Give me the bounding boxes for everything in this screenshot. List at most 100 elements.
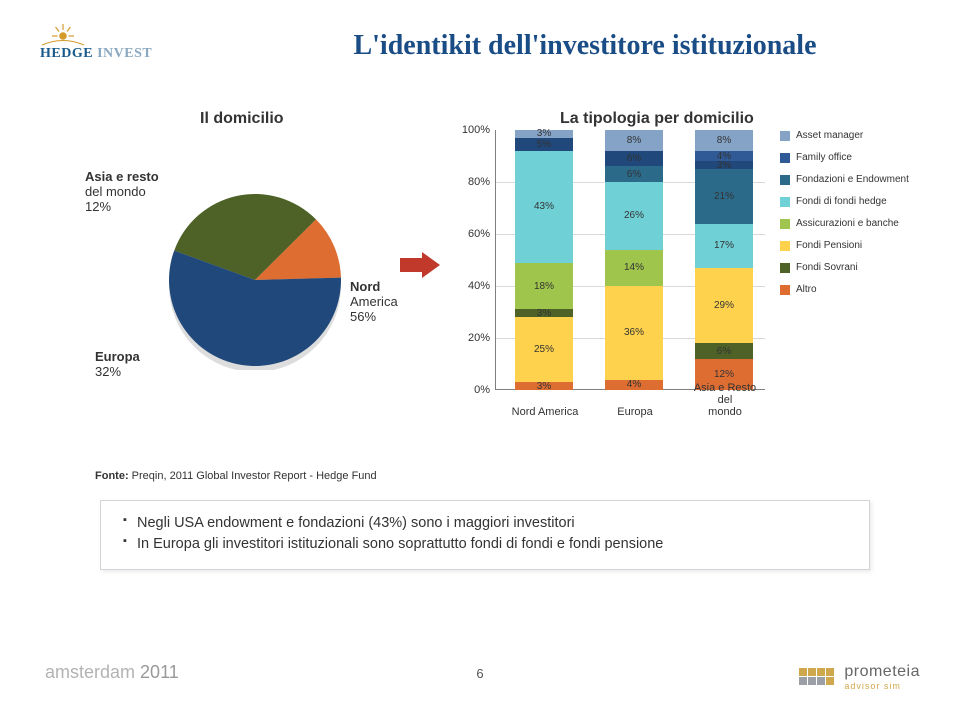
bar-segment-value: 43% [534,201,554,212]
bar-segment-value: 29% [714,300,734,311]
bar-segment: 43% [515,151,573,263]
pie-slice-label: NordAmerica56% [350,280,398,325]
prometeia-grid-cell [799,677,807,685]
bar-segment-value: 12% [714,369,734,380]
footer-year: 2011 [140,662,179,682]
y-tick-label: 60% [450,228,490,240]
bar-segment: 3% [695,161,753,169]
bar-segment: 17% [695,224,753,268]
pie-chart: Europa32%Asia e restodel mondo12%NordAme… [95,150,415,410]
y-tick-label: 40% [450,280,490,292]
bar-segment: 26% [605,182,663,250]
bar-segment-value: 36% [624,327,644,338]
bar-segment-value: 14% [624,262,644,273]
bar-segment: 25% [515,317,573,382]
legend-swatch [780,131,790,141]
legend-item: Fondi Sovrani [780,262,920,274]
legend-item: Asset manager [780,130,920,142]
bar-column: 3%25%3%18%43%5%3% [515,130,573,390]
bar-segment: 4% [695,151,753,161]
bar-segment-value: 4% [627,379,641,390]
legend-swatch [780,175,790,185]
prometeia-subtitle: advisor sim [844,681,920,691]
bar-segment: 3% [515,309,573,317]
subtitle-domicilio: Il domicilio [200,110,284,128]
hedge-invest-logo: HEDGE INVEST [40,22,152,62]
bar-segment: 6% [695,343,753,359]
x-tick-label: Nord America [505,406,585,418]
slide-root: HEDGE INVEST L'identikit dell'investitor… [0,0,960,709]
bar-column: 12%6%29%17%21%3%4%8% [695,130,753,390]
bar-segment: 14% [605,250,663,286]
legend-swatch [780,197,790,207]
legend-swatch [780,241,790,251]
bar-segment-value: 8% [627,135,641,146]
legend-swatch [780,219,790,229]
key-points-box: Negli USA endowment e fondazioni (43%) s… [100,500,870,570]
legend-label: Fondi Sovrani [796,262,858,274]
footer-event-name: amsterdam [45,662,135,682]
pie-svg [165,190,345,370]
bar-segment-value: 6% [627,153,641,164]
pie-wrap [165,190,345,370]
hedge-invest-wordmark: HEDGE INVEST [40,46,152,62]
y-tick-label: 80% [450,176,490,188]
legend-item: Assicurazioni e banche [780,218,920,230]
bar-segment: 29% [695,268,753,343]
bar-segment-value: 18% [534,281,554,292]
arrow-icon [400,250,440,280]
bar-segment: 5% [515,138,573,151]
legend-label: Assicurazioni e banche [796,218,899,230]
y-tick-label: 100% [450,124,490,136]
bar-segment-value: 8% [717,135,731,146]
legend-label: Fondazioni e Endowment [796,174,909,186]
bar-segment: 4% [605,380,663,390]
bar-segment: 6% [605,166,663,182]
source-text: Preqin, 2011 Global Investor Report - He… [129,470,377,482]
legend-swatch [780,285,790,295]
prometeia-grid-cell [826,677,834,685]
source-prefix: Fonte: [95,470,129,482]
page-number: 6 [476,666,483,681]
stacked-bar-chart: 0%20%40%60%80%100% 3%25%3%18%43%5%3%4%36… [450,130,920,440]
legend-swatch [780,263,790,273]
legend-label: Fondi Pensioni [796,240,862,252]
prometeia-grid-cell [817,668,825,676]
legend-item: Family office [780,152,920,164]
bar-segment-value: 4% [717,151,731,162]
y-tick-label: 0% [450,384,490,396]
legend-item: Fondi di fondi hedge [780,196,920,208]
prometeia-grid-cell [799,668,807,676]
bar-segment-value: 3% [537,381,551,392]
bar-segment-value: 25% [534,344,554,355]
pie-slice-label: Asia e restodel mondo12% [85,170,159,215]
prometeia-logo: prometeia advisor sim [799,663,920,691]
pie-slice-label: Europa32% [95,350,140,380]
bullet-point: In Europa gli investitori istituzionali … [123,534,853,555]
legend-label: Asset manager [796,130,863,142]
legend-swatch [780,153,790,163]
bar-column: 4% 36% 14% 26% 6% 6% 8% [605,130,663,390]
bar-segment-value: 3% [537,308,551,319]
legend-item: Fondi Pensioni [780,240,920,252]
bar-segment: 6% [605,151,663,167]
bar-segment: 8% [605,130,663,151]
prometeia-grid-cell [808,677,816,685]
bar-segment: 3% [515,130,573,138]
prometeia-grid-cell [808,668,816,676]
logo-text-b: INVEST [93,46,152,61]
bar-segment: 36% [605,286,663,380]
bar-segment-value: 5% [537,139,551,150]
legend-label: Family office [796,152,852,164]
legend-item: Fondazioni e Endowment [780,174,920,186]
x-tick-label: Europa [595,406,675,418]
x-tick-label: Asia e Resto delmondo [685,382,765,418]
bullet-point: Negli USA endowment e fondazioni (43%) s… [123,513,853,534]
sun-icon [40,22,86,46]
prometeia-grid-cell [826,668,834,676]
bar-segment-value: 6% [627,169,641,180]
footer-event: amsterdam 2011 [45,662,179,683]
bar-segment: 3% [515,382,573,390]
legend-item: Altro [780,284,920,296]
legend: Asset manager Family office Fondazioni e E… [780,130,920,306]
